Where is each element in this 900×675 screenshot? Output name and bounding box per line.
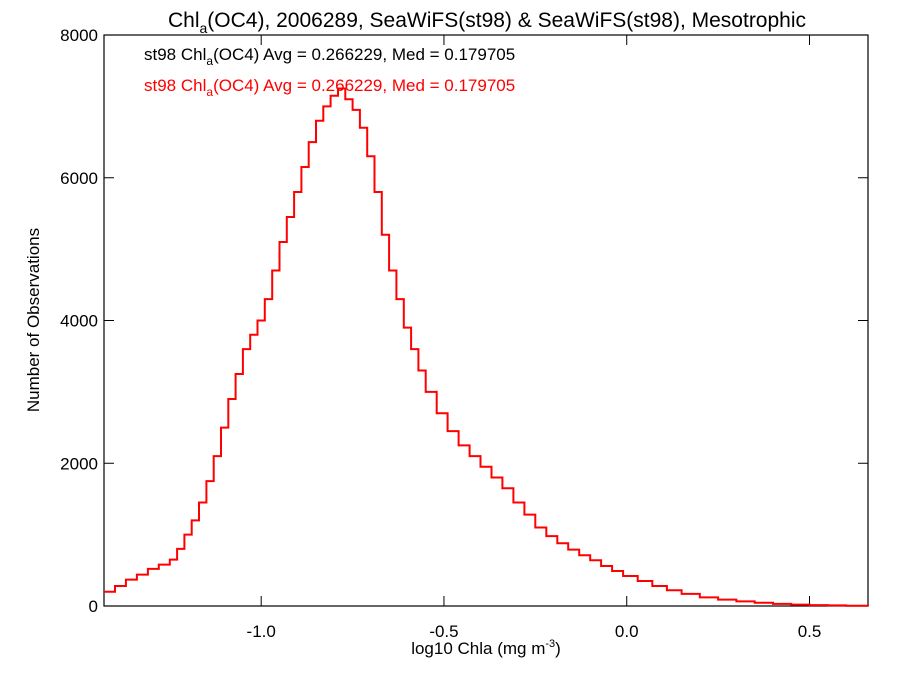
x-axis-label-suffix: )	[555, 639, 561, 658]
chart-title-suffix: (OC4), 2006289, SeaWiFS(st98) & SeaWiFS(…	[207, 9, 806, 32]
x-tick-label: 0.0	[615, 622, 639, 641]
y-tick-label: 6000	[60, 169, 98, 188]
stats-line-red: st98 Chla(OC4) Avg = 0.266229, Med = 0.1…	[144, 76, 515, 99]
x-axis-label-prefix: log10 Chla (mg m	[411, 639, 545, 658]
y-tick-label: 8000	[60, 26, 98, 45]
stats-red-suffix: (OC4) Avg = 0.266229, Med = 0.179705	[213, 76, 515, 95]
x-tick-label: -1.0	[247, 622, 276, 641]
x-tick-label: -0.5	[429, 622, 458, 641]
y-axis-ticks: 0 2000 4000 6000 8000	[60, 26, 868, 616]
chart-title-sub: a	[200, 20, 208, 36]
y-axis-label: Number of Observations	[24, 228, 43, 412]
histogram-series-line	[104, 87, 869, 607]
chart-title: Chla(OC4), 2006289, SeaWiFS(st98) & SeaW…	[168, 9, 806, 36]
y-tick-label: 2000	[60, 454, 98, 473]
stats-black-suffix: (OC4) Avg = 0.266229, Med = 0.179705	[213, 45, 515, 64]
stats-red-sub: a	[206, 85, 213, 99]
stats-red-prefix: st98 Chl	[144, 76, 206, 95]
x-axis-label-sup: -3	[545, 638, 555, 650]
x-axis-ticks: -1.0 -0.5 0.0 0.5	[247, 35, 822, 641]
y-tick-label: 0	[89, 597, 98, 616]
x-tick-label: 0.5	[798, 622, 822, 641]
x-axis-label: log10 Chla (mg m-3)	[411, 638, 561, 658]
stats-line-black: st98 Chla(OC4) Avg = 0.266229, Med = 0.1…	[144, 45, 515, 68]
stats-black-sub: a	[206, 54, 213, 68]
chart-title-prefix: Chl	[168, 9, 200, 32]
stats-black-prefix: st98 Chl	[144, 45, 206, 64]
plot-frame	[103, 34, 869, 607]
y-tick-label: 4000	[60, 312, 98, 331]
